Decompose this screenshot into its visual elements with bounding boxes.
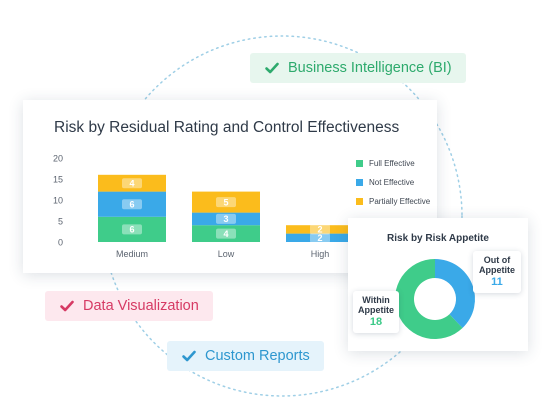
bar-value-label: 5 — [223, 197, 228, 207]
donut-chart — [395, 259, 475, 339]
legend-swatch — [356, 179, 363, 186]
feature-badge-custom-reports: Custom Reports — [167, 341, 324, 371]
feature-badge-bi: Business Intelligence (BI) — [250, 53, 466, 83]
x-tick-label: High — [311, 249, 330, 259]
check-icon — [181, 348, 197, 364]
x-tick-label: Low — [218, 249, 235, 259]
bar-segment — [286, 225, 354, 234]
bar-value-badge — [216, 213, 236, 224]
stacked-bar-chart: 0 5 10 15 20 6 6 4 Medium 4 3 5 Low 22 High Full Effect… — [53, 154, 431, 260]
legend-label: Partially Effective — [369, 197, 431, 206]
bar-segment — [98, 174, 166, 192]
bar-value-label: 3 — [223, 214, 228, 224]
bar-value-label: 2 — [317, 233, 322, 243]
donut-chart-card: Risk by Risk Appetite Within Appetite 18… — [348, 218, 528, 351]
bar-value-label: 4 — [223, 229, 228, 239]
callout-value: 18 — [369, 316, 383, 328]
y-tick-label: 0 — [58, 238, 63, 248]
bar-value-badge — [310, 224, 330, 235]
check-icon — [59, 298, 75, 314]
feature-badge-data-visualization: Data Visualization — [45, 291, 213, 321]
bar-value-badge — [122, 224, 142, 235]
legend-label: Full Effective — [369, 159, 415, 168]
bar-segment — [98, 191, 166, 217]
bar-value-badge — [122, 178, 142, 189]
out-of-appetite-callout: Out of Appetite 11 — [473, 251, 521, 293]
legend-swatch — [356, 160, 363, 167]
callout-label: Out of Appetite — [479, 255, 515, 275]
bar-value-label: 6 — [129, 200, 134, 210]
bar-segment — [286, 233, 354, 242]
bar-value-label: 4 — [129, 179, 134, 189]
bar-segment — [98, 216, 166, 242]
x-tick-label: Medium — [116, 249, 148, 259]
feature-label: Custom Reports — [205, 348, 310, 364]
y-tick-label: 20 — [53, 154, 63, 164]
bar-value-label: 2 — [317, 225, 322, 235]
bar-value-badge — [216, 228, 236, 239]
callout-label: Within Appetite — [358, 295, 394, 315]
bar-segment — [192, 212, 260, 226]
check-icon — [264, 60, 280, 76]
bar-segment — [192, 225, 260, 242]
y-tick-label: 15 — [53, 175, 63, 185]
bar-value-label: 6 — [129, 225, 134, 235]
chart-title: Risk by Residual Rating and Control Effe… — [54, 119, 400, 136]
callout-value: 11 — [491, 276, 503, 288]
feature-label: Data Visualization — [83, 298, 199, 314]
within-appetite-callout: Within Appetite 18 — [353, 291, 399, 333]
donut-slice — [435, 259, 475, 329]
y-tick-label: 5 — [58, 217, 63, 227]
bar-value-badge — [122, 199, 142, 210]
y-tick-label: 10 — [53, 196, 63, 206]
donut-title: Risk by Risk Appetite — [387, 233, 489, 244]
donut-slice — [395, 259, 463, 339]
bar-value-badge — [216, 197, 236, 208]
bar-segment — [192, 191, 260, 213]
feature-label: Business Intelligence (BI) — [288, 60, 452, 76]
bar-value-badge — [310, 232, 330, 243]
legend-swatch — [356, 198, 363, 205]
legend-label: Not Effective — [369, 178, 415, 187]
